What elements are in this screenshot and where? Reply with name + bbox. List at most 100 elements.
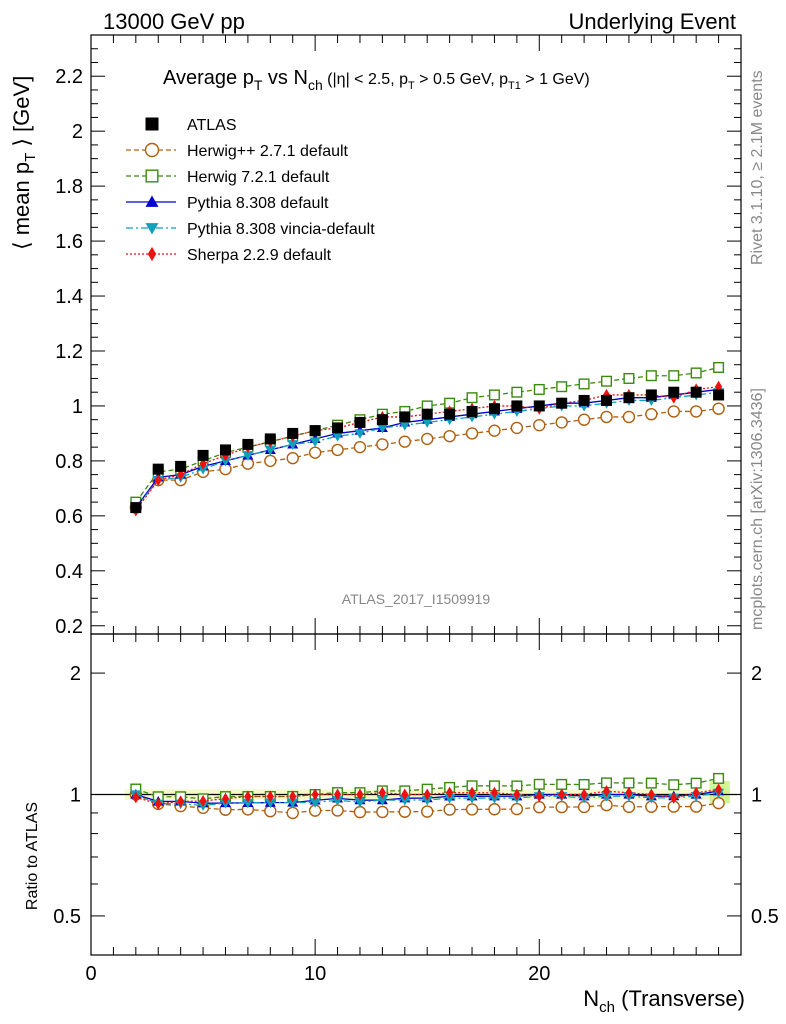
- ratio-point-sherpa-2-2-9-default: [692, 786, 700, 799]
- data-point-atlas: [623, 392, 635, 404]
- ratio-point-herwig-2-7-1-default: [533, 801, 546, 814]
- legend-label-herwig-7-2-1-default: Herwig 7.2.1 default: [187, 169, 330, 186]
- ratio-point-pythia-8-308-vincia-default: [242, 798, 254, 809]
- ratio-point-herwig-2-7-1-default: [331, 804, 344, 817]
- data-point-atlas: [332, 422, 344, 434]
- ratio-point-herwig-2-7-1-default: [398, 805, 411, 818]
- data-point-herwig-7-2-1-default: [623, 372, 635, 384]
- x-tick-label: 20: [528, 963, 550, 985]
- y-tick-label: 1.8: [55, 176, 83, 198]
- header-right: Underlying Event: [568, 9, 736, 34]
- ratio-point-sherpa-2-2-9-default: [289, 790, 297, 803]
- data-point-atlas: [690, 386, 702, 398]
- data-point-herwig-2-7-1-default: [488, 424, 501, 437]
- ratio-point-pythia-8-308-vincia-default: [399, 795, 411, 806]
- legend-marker-herwig-7-2-1-default: [145, 169, 159, 183]
- ratio-tick-label-left: 2: [70, 663, 81, 685]
- ratio-point-sherpa-2-2-9-default: [625, 786, 633, 799]
- data-point-atlas: [399, 411, 411, 423]
- y-tick-label: 1.4: [55, 286, 83, 308]
- ratio-point-sherpa-2-2-9-default: [535, 790, 543, 803]
- ratio-point-herwig-2-7-1-default: [421, 805, 434, 818]
- data-point-herwig-7-2-1-default: [645, 370, 657, 382]
- data-point-herwig-2-7-1-default: [465, 427, 479, 440]
- data-point-herwig-7-2-1-default: [511, 386, 523, 398]
- data-point-atlas: [219, 444, 231, 456]
- data-point-atlas: [309, 425, 321, 437]
- ratio-point-sherpa-2-2-9-default: [580, 788, 588, 801]
- data-point-atlas: [444, 408, 456, 420]
- data-point-atlas: [578, 394, 590, 406]
- ratio-point-sherpa-2-2-9-default: [647, 788, 655, 801]
- data-point-atlas: [601, 394, 613, 406]
- ratio-point-herwig-7-2-1-default: [556, 778, 568, 790]
- data-point-atlas: [376, 414, 388, 426]
- data-point-herwig-7-2-1-default: [488, 389, 500, 401]
- ratio-point-sherpa-2-2-9-default: [266, 790, 274, 803]
- ratio-point-sherpa-2-2-9-default: [132, 791, 140, 804]
- ratio-point-herwig-2-7-1-default: [689, 800, 703, 813]
- ratio-point-sherpa-2-2-9-default: [490, 786, 499, 799]
- data-point-pythia-8-308-vincia-default: [376, 423, 388, 434]
- data-point-atlas: [533, 400, 545, 412]
- data-point-pythia-8-308-vincia-default: [332, 432, 344, 442]
- ratio-point-pythia-8-308-vincia-default: [309, 798, 321, 808]
- legend-label-sherpa-2-2-9-default: Sherpa 2.2.9 default: [187, 247, 332, 264]
- ratio-point-sherpa-2-2-9-default: [311, 788, 319, 801]
- ratio-point-pythia-8-308-vincia-default: [376, 795, 388, 806]
- mcplots-label: mcplots.cern.ch [arXiv:1306.3436]: [749, 388, 766, 630]
- x-tick-label: 0: [85, 963, 96, 985]
- data-point-atlas: [488, 403, 500, 415]
- header-left: 13000 GeV pp: [103, 9, 245, 34]
- y-tick-label: 1.6: [55, 231, 83, 253]
- ratio-line-herwig-2-7-1-default: [135, 793, 719, 814]
- ratio-point-pythia-8-308-vincia-default: [444, 794, 456, 804]
- data-point-herwig-2-7-1-default: [577, 413, 591, 426]
- x-axis-label: Nch (Transverse): [583, 986, 745, 1016]
- data-point-herwig-2-7-1-default: [421, 432, 434, 446]
- ratio-point-sherpa-2-2-9-default: [401, 788, 409, 801]
- data-point-herwig-7-2-1-default: [533, 383, 545, 395]
- ratio-point-herwig-2-7-1-default: [712, 796, 725, 810]
- data-point-herwig-2-7-1-default: [689, 405, 703, 418]
- ratio-point-herwig-2-7-1-default: [353, 805, 367, 819]
- data-point-atlas: [466, 405, 478, 417]
- data-point-herwig-2-7-1-default: [443, 429, 456, 443]
- data-point-herwig-2-7-1-default: [645, 407, 658, 421]
- ratio-line-herwig-7-2-1-default: [135, 777, 719, 800]
- legend-marker-sherpa-2-2-9-default: [147, 246, 157, 262]
- data-point-atlas: [197, 449, 209, 461]
- ratio-point-herwig-2-7-1-default: [465, 803, 479, 816]
- data-point-herwig-2-7-1-default: [308, 446, 322, 459]
- data-point-herwig-7-2-1-default: [690, 367, 702, 379]
- data-point-atlas: [668, 386, 680, 398]
- data-point-pythia-8-308-vincia-default: [197, 465, 209, 475]
- data-point-sherpa-2-2-9-default: [199, 457, 207, 470]
- ratio-point-herwig-7-2-1-default: [668, 779, 680, 791]
- ratio-point-sherpa-2-2-9-default: [378, 786, 386, 799]
- data-point-herwig-2-7-1-default: [600, 410, 613, 424]
- data-point-pythia-8-308-vincia-default: [264, 445, 276, 456]
- legend-label-pythia-8-308-default: Pythia 8.308 default: [187, 195, 329, 212]
- ratio-point-sherpa-2-2-9-default: [670, 791, 678, 804]
- rivet-label: Rivet 3.1.10, ≥ 2.1M events: [749, 70, 766, 265]
- y-tick-label: 0.8: [55, 451, 83, 473]
- ratio-point-sherpa-2-2-9-default: [423, 788, 431, 801]
- ratio-point-herwig-2-7-1-default: [555, 800, 568, 814]
- ratio-point-sherpa-2-2-9-default: [356, 788, 364, 801]
- ratio-point-sherpa-2-2-9-default: [715, 783, 723, 796]
- x-tick-label: 10: [304, 963, 326, 985]
- data-point-atlas: [354, 416, 366, 428]
- ratio-point-pythia-8-308-vincia-default: [354, 797, 366, 808]
- y-tick-label: 1: [72, 396, 83, 418]
- ratio-tick-label-left: 1: [70, 785, 81, 807]
- analysis-watermark: ATLAS_2017_I1509919: [342, 591, 491, 607]
- data-point-atlas: [175, 460, 187, 472]
- ratio-point-herwig-7-2-1-default: [533, 778, 545, 790]
- data-point-atlas: [152, 463, 164, 475]
- ratio-point-pythia-8-308-vincia-default: [421, 795, 433, 806]
- legend-marker-pythia-8-308-default: [145, 195, 159, 207]
- y-tick-label: 2.2: [55, 66, 83, 88]
- ratio-tick-label-right: 2: [751, 663, 762, 685]
